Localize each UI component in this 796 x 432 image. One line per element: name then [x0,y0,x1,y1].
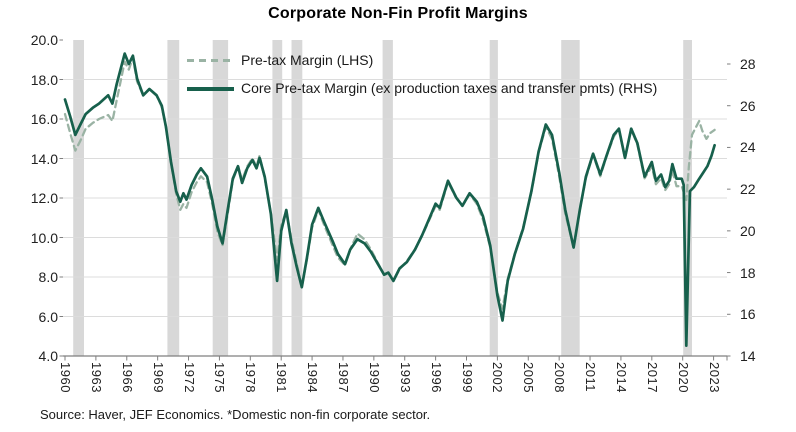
x-axis-year-label: 1978 [243,362,258,393]
x-axis-year-label: 1960 [58,362,73,393]
x-axis-year-label: 1987 [336,362,351,393]
x-axis-year-label: 1999 [460,362,475,393]
x-axis-year-label: 1969 [151,362,166,393]
pretax-legend-line [187,59,234,62]
y-axis-right-label: 14 [740,348,756,364]
x-axis-year-label: 1990 [367,362,382,393]
y-axis-left-label: 8.0 [38,269,58,285]
x-axis-year-label: 2020 [676,362,691,393]
x-axis-year-label: 1984 [305,362,320,393]
pretax-legend-label: Pre-tax Margin (LHS) [241,52,374,68]
x-axis-year-label: 1981 [274,362,289,393]
x-axis-year-label: 1993 [398,362,413,393]
core-pretax-margin-line [63,52,716,347]
x-axis-year-label: 1966 [120,362,135,393]
y-axis-right-label: 16 [740,306,756,322]
y-axis-right-label: 26 [740,98,756,114]
x-axis-year-label: 2011 [583,362,598,392]
y-axis-left-label: 10.0 [30,230,58,246]
x-axis-year-label: 1975 [212,362,227,393]
x-axis-year-label: 2023 [707,362,722,393]
y-axis-right-label: 24 [740,139,756,155]
y-axis-left-label: 18.0 [30,72,58,88]
y-axis-left-label: 14.0 [30,151,58,167]
y-axis-right-label: 28 [740,56,756,72]
x-axis-year-label: 2017 [645,362,660,393]
y-axis-right-label: 20 [740,223,756,239]
x-axis-year-label: 2005 [521,362,536,393]
x-axis-year-label: 2002 [490,362,505,393]
y-axis-left-label: 6.0 [38,309,58,325]
core-legend-line [187,87,234,91]
y-axis-left-label: 16.0 [30,111,58,127]
x-axis-year-label: 2008 [552,362,567,393]
y-axis-left-label: 20.0 [30,32,58,48]
y-axis-left-label: 12.0 [30,190,58,206]
y-axis-right-label: 18 [740,265,756,281]
core-legend-label: Core Pre-tax Margin (ex production taxes… [241,80,658,96]
x-axis-year-label: 2014 [614,362,629,393]
source-note: Source: Haver, JEF Economics. *Domestic … [40,407,431,422]
y-axis-left-label: 4.0 [38,348,58,364]
chart-title: Corporate Non-Fin Profit Margins [268,5,528,22]
x-axis-year-label: 1972 [182,362,197,393]
x-axis-year-label: 1996 [429,362,444,393]
x-axis-year-label: 1963 [89,362,104,393]
y-axis-right-label: 22 [740,181,756,197]
